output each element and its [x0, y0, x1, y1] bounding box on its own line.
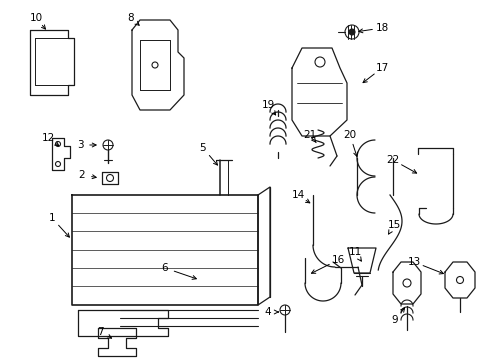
Text: 2: 2 — [79, 170, 85, 180]
Text: 8: 8 — [127, 13, 134, 23]
Text: 3: 3 — [77, 140, 83, 150]
Text: 19: 19 — [261, 100, 274, 110]
Text: 4: 4 — [264, 307, 271, 317]
Text: 7: 7 — [97, 327, 103, 337]
Text: 18: 18 — [375, 23, 388, 33]
Text: 15: 15 — [386, 220, 400, 230]
Circle shape — [348, 29, 354, 35]
Text: 10: 10 — [29, 13, 42, 23]
Text: 14: 14 — [291, 190, 304, 200]
Text: 20: 20 — [343, 130, 356, 140]
Text: 5: 5 — [199, 143, 206, 153]
Text: 6: 6 — [162, 263, 168, 273]
Text: 9: 9 — [391, 315, 398, 325]
Text: 22: 22 — [386, 155, 399, 165]
Text: 13: 13 — [407, 257, 420, 267]
Text: 12: 12 — [41, 133, 55, 143]
Text: 1: 1 — [49, 213, 55, 223]
Text: 16: 16 — [331, 255, 344, 265]
Text: 11: 11 — [347, 247, 361, 257]
Text: 21: 21 — [303, 130, 316, 140]
Text: 17: 17 — [375, 63, 388, 73]
